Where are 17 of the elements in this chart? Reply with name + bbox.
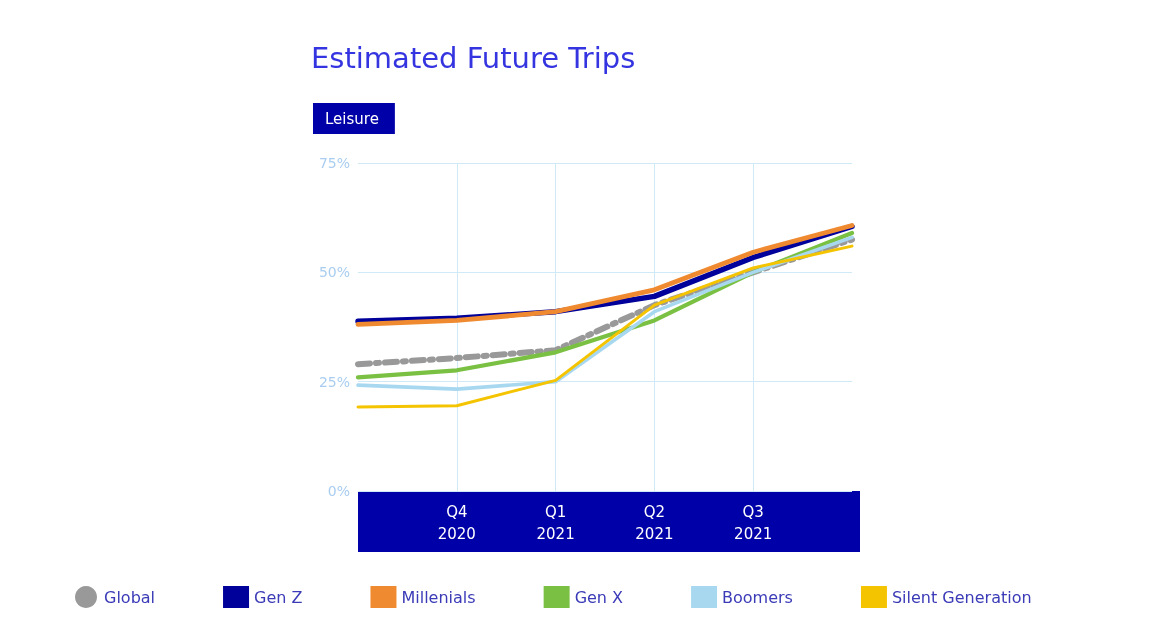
legend-label: Millenials <box>401 587 476 607</box>
legend-label: Gen Z <box>254 587 303 607</box>
x-tick-label: Q2 2021 <box>635 503 674 543</box>
legend-label: Silent Generation <box>891 587 1032 607</box>
legend-label: Gen X <box>574 587 624 607</box>
x-tick-label: Q3 2021 <box>734 503 773 543</box>
x-tick-label: Q1 2021 <box>536 503 575 543</box>
chart-title: Estimated Future Trips <box>311 40 636 75</box>
legend-label: Boomers <box>722 587 793 607</box>
x-tick-label: Q4 2020 <box>437 503 476 543</box>
legend-label: Global <box>104 587 156 607</box>
y-tick-label: 25% <box>318 373 350 390</box>
y-tick-label: 0% <box>327 483 350 499</box>
y-tick-label: 50% <box>318 264 350 281</box>
chart-subtitle: Leisure <box>325 109 379 128</box>
y-tick-label: 75% <box>318 155 350 171</box>
line-series <box>356 244 854 409</box>
